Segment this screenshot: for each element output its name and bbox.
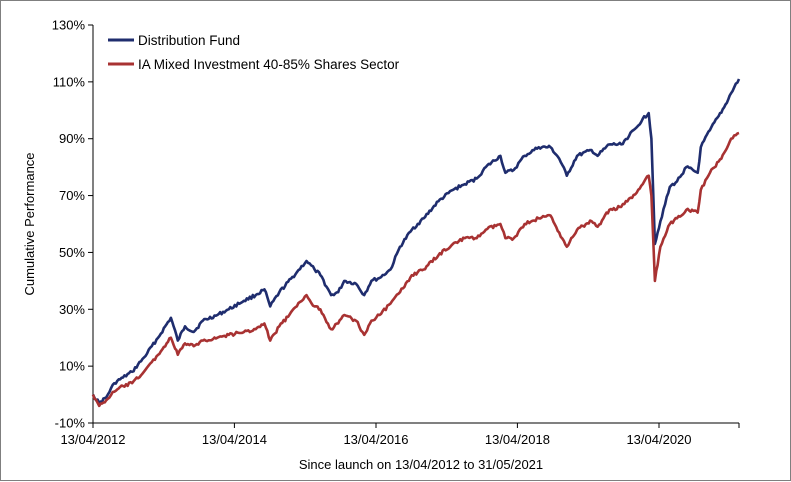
y-tick-label: -10%: [55, 416, 86, 431]
y-tick-label: 10%: [59, 359, 85, 374]
x-tick-label: 13/04/2012: [60, 432, 125, 447]
y-axis-ticks: -10% 10% 30% 50% 70% 90% 110% 130%: [52, 18, 93, 431]
x-tick-label: 13/04/2020: [626, 432, 691, 447]
y-axis-title: Cumulative Performance: [22, 152, 37, 295]
x-tick-label: 13/04/2014: [202, 432, 267, 447]
legend: Distribution Fund IA Mixed Investment 40…: [108, 33, 400, 72]
y-tick-label: 50%: [59, 245, 85, 260]
y-tick-label: 110%: [53, 74, 86, 89]
x-tick-label: 13/04/2016: [343, 432, 408, 447]
x-tick-label: 13/04/2018: [485, 432, 550, 447]
x-axis-ticks: 13/04/2012 13/04/2014 13/04/2016 13/04/2018…: [60, 423, 740, 447]
x-axis-title: Since launch on 13/04/2012 to 31/05/2021: [299, 457, 543, 472]
y-tick-label: 130%: [52, 18, 86, 33]
series-layer: [91, 78, 741, 408]
series-line-ia-mixed-sector: [91, 131, 740, 408]
y-tick-label: 30%: [59, 302, 85, 317]
legend-label-ia-mixed-sector: IA Mixed Investment 40-85% Shares Sector: [138, 57, 400, 72]
legend-label-distribution-fund: Distribution Fund: [138, 33, 240, 48]
series-line-distribution-fund: [91, 78, 741, 405]
y-tick-label: 90%: [59, 131, 85, 146]
y-tick-label: 70%: [59, 188, 85, 203]
